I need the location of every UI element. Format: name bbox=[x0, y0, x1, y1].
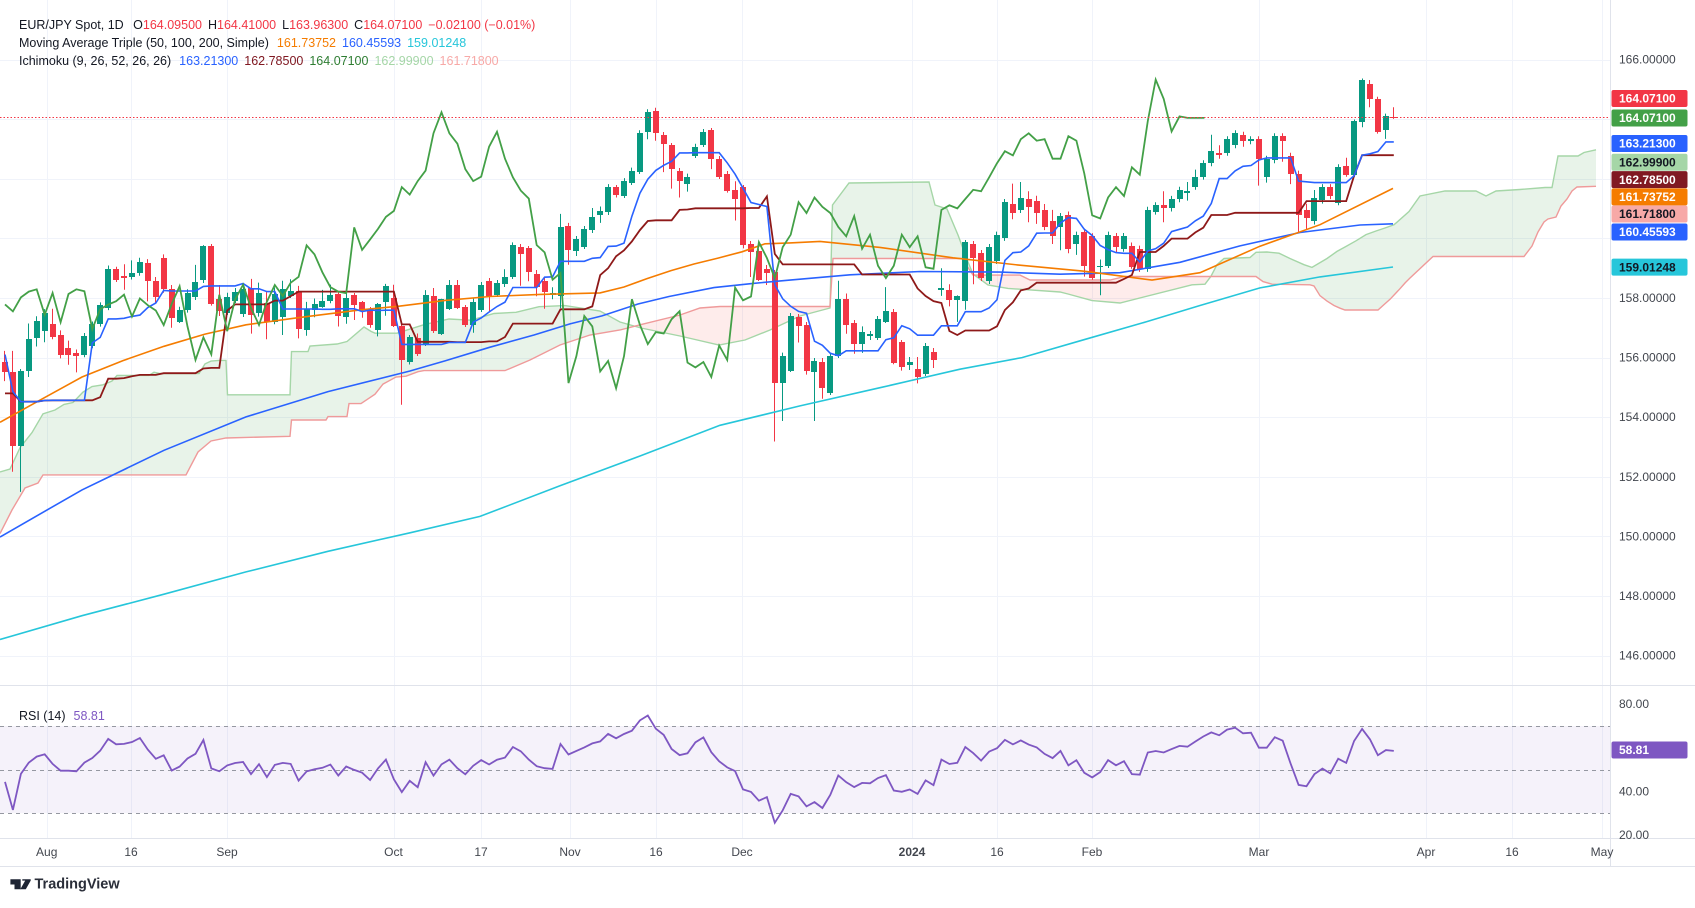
svg-text:148.00000: 148.00000 bbox=[1619, 589, 1676, 603]
svg-text:40.00: 40.00 bbox=[1619, 784, 1649, 798]
svg-text:146.00000: 146.00000 bbox=[1619, 649, 1676, 663]
svg-text:158.00000: 158.00000 bbox=[1619, 291, 1676, 305]
svg-text:160.45593: 160.45593 bbox=[1619, 225, 1676, 239]
svg-text:Aug: Aug bbox=[36, 845, 57, 859]
svg-text:154.00000: 154.00000 bbox=[1619, 410, 1676, 424]
svg-text:162.99900: 162.99900 bbox=[1619, 156, 1676, 170]
svg-text:150.00000: 150.00000 bbox=[1619, 529, 1676, 543]
svg-text:Oct: Oct bbox=[384, 845, 403, 859]
svg-text:TradingView: TradingView bbox=[35, 877, 121, 893]
svg-text:152.00000: 152.00000 bbox=[1619, 470, 1676, 484]
svg-text:Nov: Nov bbox=[559, 845, 580, 859]
svg-text:16: 16 bbox=[990, 845, 1004, 859]
svg-text:RSI (14)58.81: RSI (14) 58.81 bbox=[19, 709, 105, 723]
svg-text:164.07100: 164.07100 bbox=[1619, 111, 1676, 125]
svg-text:16: 16 bbox=[649, 845, 663, 859]
svg-text:166.00000: 166.00000 bbox=[1619, 53, 1676, 67]
svg-text:163.21300: 163.21300 bbox=[1619, 137, 1676, 151]
svg-text:16: 16 bbox=[124, 845, 138, 859]
svg-text:Apr: Apr bbox=[1417, 845, 1436, 859]
svg-text:20.00: 20.00 bbox=[1619, 828, 1649, 842]
svg-text:159.01248: 159.01248 bbox=[1619, 260, 1676, 274]
svg-text:Moving Average Triple (50, 100: Moving Average Triple (50, 100, 200, Sim… bbox=[19, 36, 466, 50]
svg-text:May: May bbox=[1591, 845, 1614, 859]
svg-text:Mar: Mar bbox=[1249, 845, 1270, 859]
svg-text:162.78500: 162.78500 bbox=[1619, 173, 1676, 187]
svg-text:17: 17 bbox=[474, 845, 488, 859]
svg-text:Ichimoku (9, 26, 52, 26, 26)16: Ichimoku (9, 26, 52, 26, 26) 163.21300 162… bbox=[19, 54, 499, 68]
svg-text:Dec: Dec bbox=[731, 845, 752, 859]
svg-text:Sep: Sep bbox=[216, 845, 238, 859]
svg-text:2024: 2024 bbox=[899, 845, 926, 859]
svg-text:161.71800: 161.71800 bbox=[1619, 207, 1676, 221]
svg-text:80.00: 80.00 bbox=[1619, 697, 1649, 711]
svg-text:164.07100: 164.07100 bbox=[1619, 92, 1676, 106]
svg-text:16: 16 bbox=[1505, 845, 1519, 859]
svg-text:161.73752: 161.73752 bbox=[1619, 190, 1676, 204]
svg-text:156.00000: 156.00000 bbox=[1619, 351, 1676, 365]
svg-text:58.81: 58.81 bbox=[1619, 743, 1649, 757]
svg-text:Feb: Feb bbox=[1082, 845, 1103, 859]
